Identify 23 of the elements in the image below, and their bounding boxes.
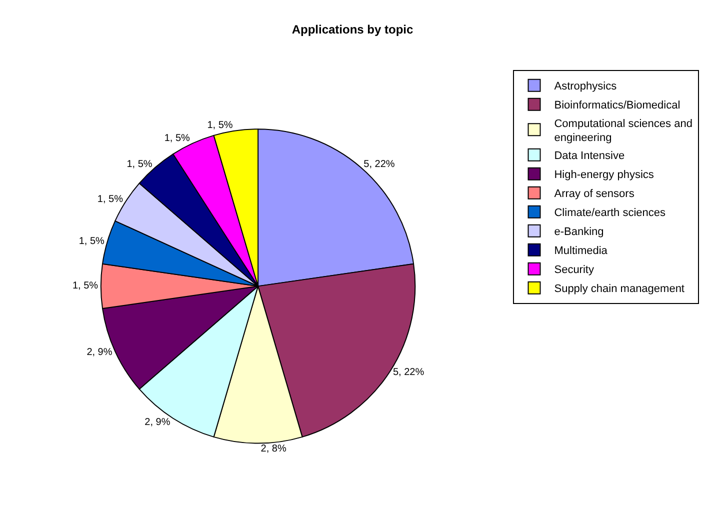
legend-label: e-Banking	[554, 226, 604, 238]
legend-label: Multimedia	[554, 245, 608, 258]
data-label: 1, 5%	[72, 280, 98, 292]
legend-label: Array of sensors	[554, 188, 635, 200]
data-label: 1, 5%	[97, 194, 124, 206]
legend-label: Astrophysics	[554, 80, 618, 93]
legend-label: Data Intensive	[554, 150, 625, 162]
data-label: 1, 5%	[78, 236, 105, 247]
data-label: 2, 8%	[260, 443, 286, 454]
data-label: 5, 22%	[392, 367, 424, 378]
legend-label: High-energy physics	[554, 169, 654, 182]
data-label: 1, 5%	[207, 120, 233, 131]
data-label: 5, 22%	[364, 158, 395, 170]
data-label: 2, 9%	[144, 416, 170, 428]
legend-label: Bioinformatics/Biomedical	[554, 100, 680, 112]
legend-label: Computational sciences and engineering	[554, 118, 692, 144]
data-label: 2, 9%	[86, 346, 112, 358]
legend-label: Supply chain management	[554, 283, 684, 296]
chart-title: Applications by topic	[292, 22, 414, 36]
legend-label: Security	[554, 264, 594, 276]
legend-label: Climate/earth sciences	[554, 207, 666, 220]
data-label: 1, 5%	[164, 133, 190, 144]
data-label: 1, 5%	[126, 158, 152, 170]
